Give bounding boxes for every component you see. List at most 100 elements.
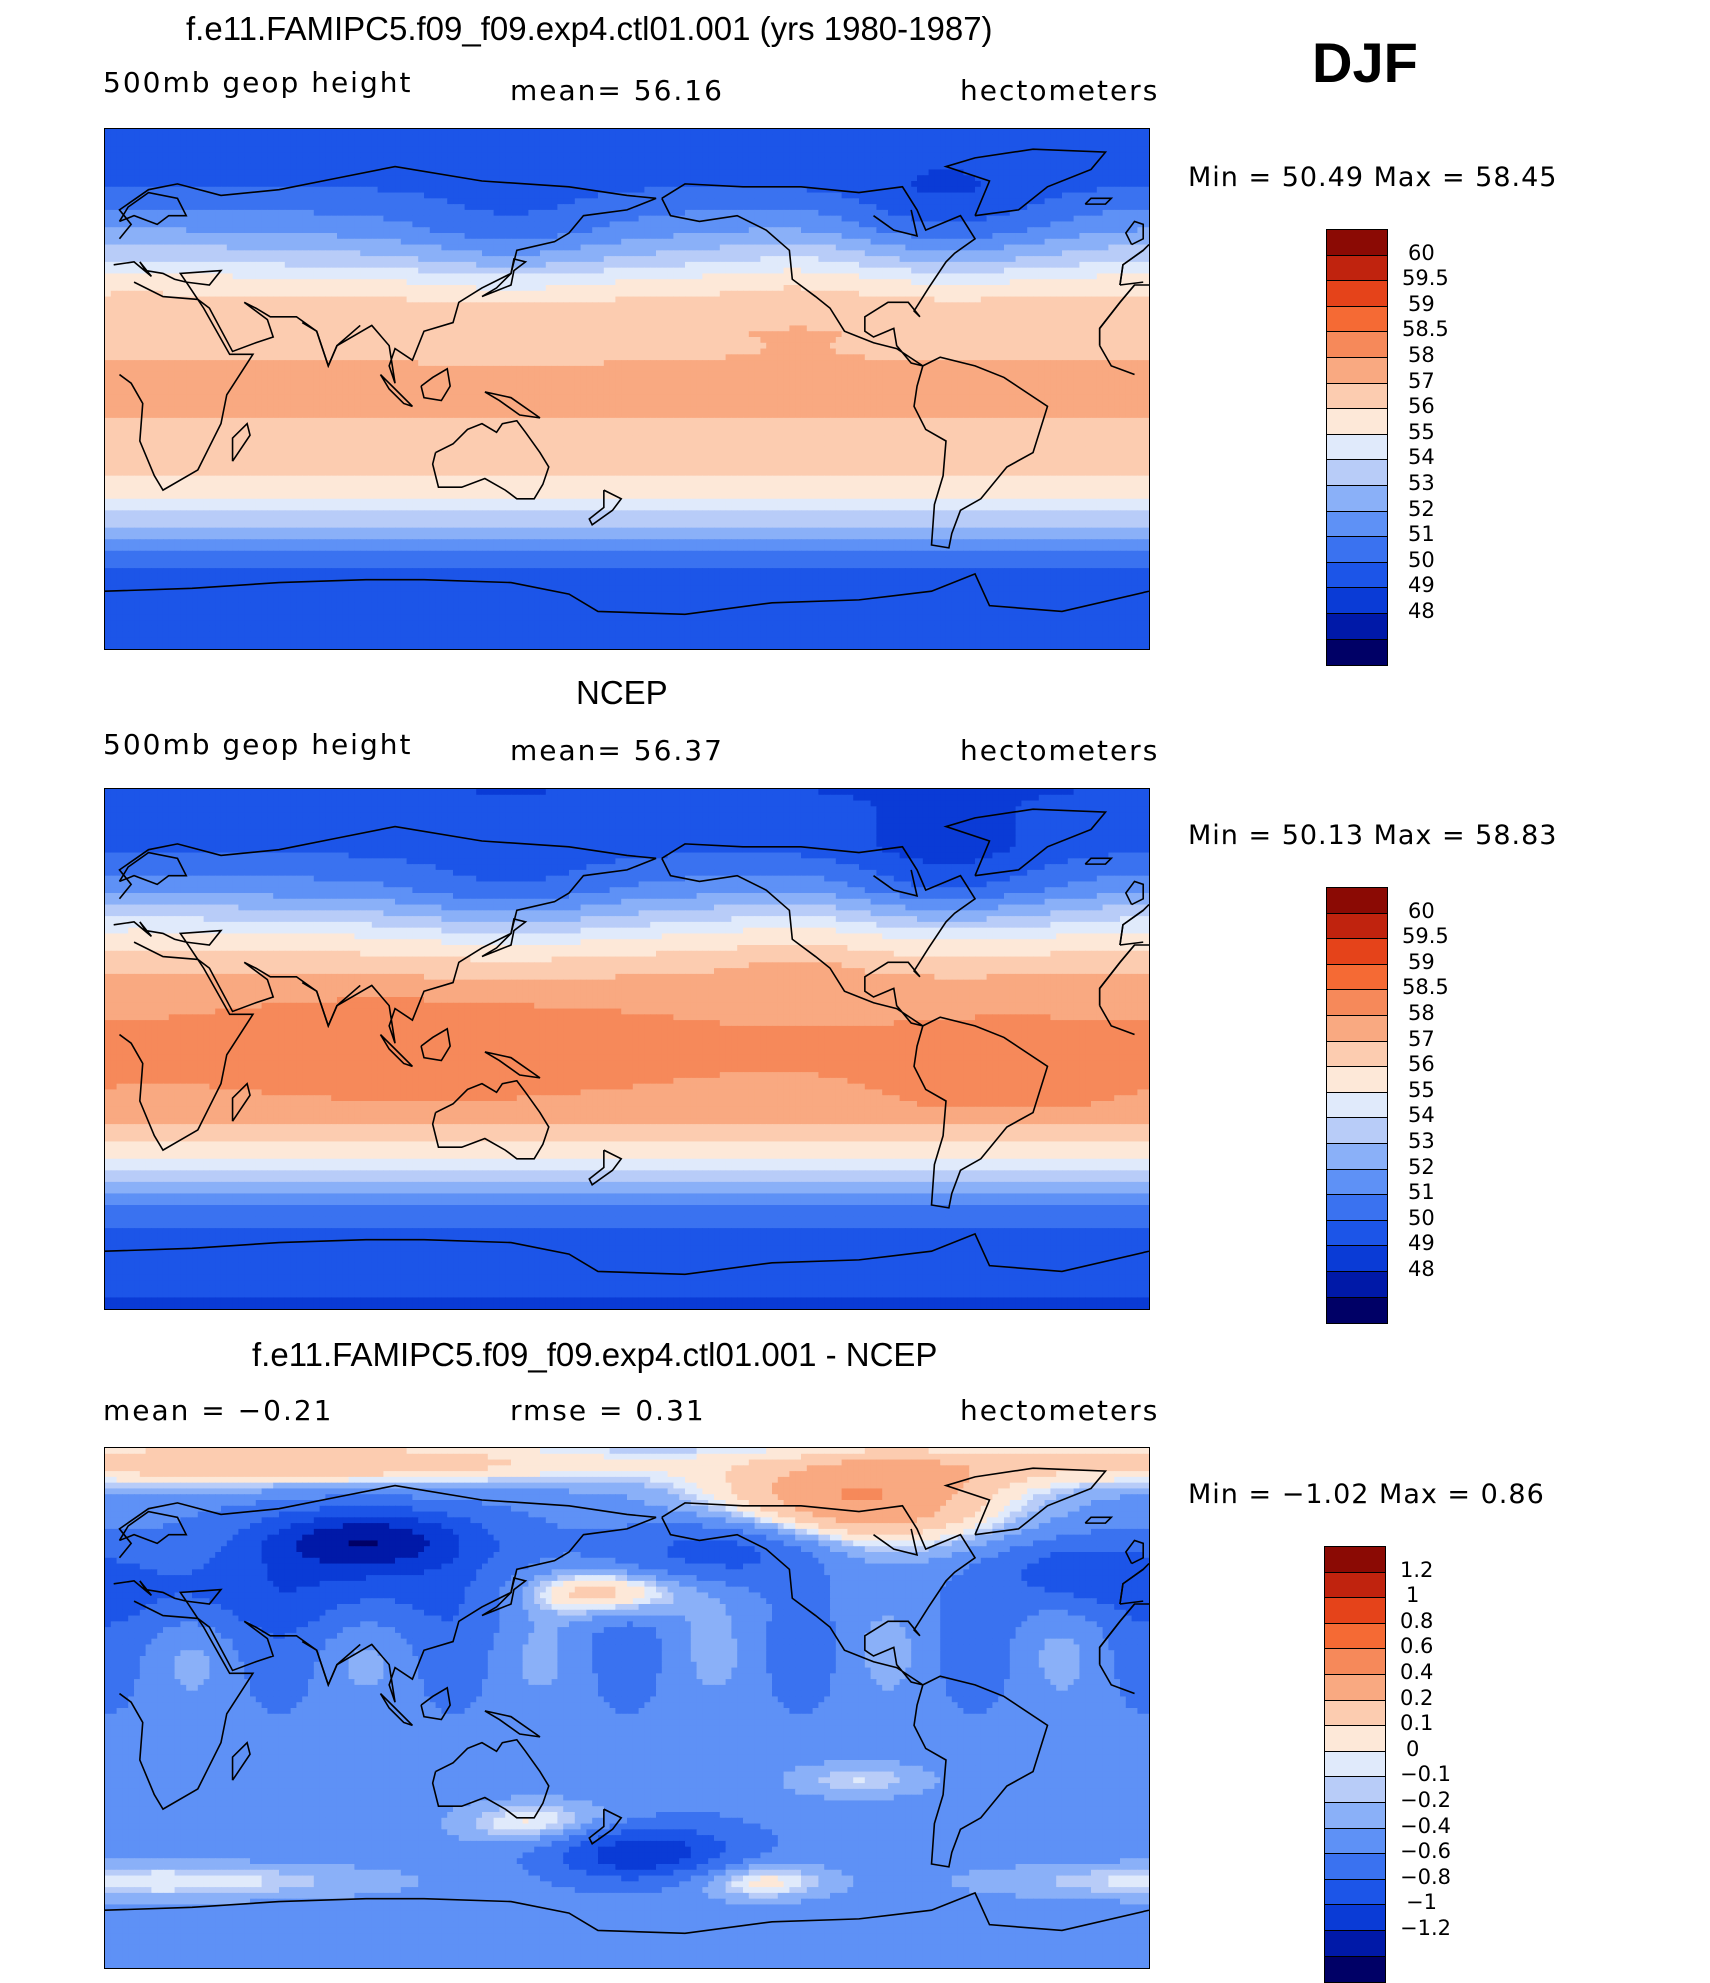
- contour-cell: [986, 250, 993, 257]
- contour-cell: [215, 192, 222, 199]
- contour-cell: [464, 181, 471, 188]
- contour-cell: [928, 233, 935, 240]
- contour-cell: [847, 175, 854, 182]
- contour-cell: [162, 140, 170, 147]
- contour-cell: [429, 221, 437, 228]
- contour-cell: [847, 129, 854, 136]
- contour-cell: [105, 152, 112, 159]
- contour-cell: [557, 204, 564, 211]
- contour-cell: [470, 267, 477, 275]
- contour-cell: [609, 140, 617, 147]
- contour-cell: [545, 157, 553, 165]
- contour-cell: [273, 238, 280, 246]
- contour-cell: [296, 163, 303, 171]
- contour-cell: [684, 134, 692, 142]
- contour-cell: [267, 209, 274, 217]
- contour-cell: [754, 175, 761, 182]
- contour-cell: [992, 233, 999, 240]
- contour-cell: [742, 233, 750, 240]
- contour-cell: [325, 152, 332, 159]
- contour-cell: [632, 215, 640, 223]
- contour-cell: [870, 169, 878, 176]
- contour-cell: [1044, 140, 1051, 147]
- contour-cell: [371, 146, 379, 153]
- contour-cell: [650, 279, 657, 286]
- contour-cell: [922, 175, 930, 182]
- contour-cell: [232, 204, 239, 211]
- contour-cell: [748, 140, 756, 147]
- contour-cell: [215, 279, 222, 286]
- contour-cell: [174, 198, 181, 205]
- contour-cell: [308, 209, 315, 217]
- contour-cell: [139, 146, 147, 153]
- contour-cell: [261, 215, 268, 223]
- contour-cell: [644, 175, 651, 182]
- contour-cell: [830, 181, 837, 188]
- contour-cell: [592, 169, 599, 176]
- contour-cell: [278, 227, 286, 234]
- contour-cell: [464, 256, 471, 263]
- contour-cell: [1131, 198, 1139, 205]
- contour-cell: [145, 261, 152, 269]
- contour-cell: [621, 134, 628, 142]
- contour-cell: [1056, 163, 1063, 171]
- contour-cell: [893, 175, 901, 182]
- contour-cell: [186, 233, 193, 240]
- contour-cell: [731, 146, 738, 153]
- contour-cell: [957, 227, 964, 234]
- contour-cell: [905, 233, 912, 240]
- contour-cell: [389, 169, 396, 176]
- contour-cell: [818, 233, 825, 240]
- contour-cell: [870, 163, 878, 171]
- contour-cell: [841, 192, 848, 199]
- contour-cell: [528, 273, 535, 280]
- contour-cell: [528, 192, 535, 199]
- contour-cell: [922, 267, 930, 275]
- contour-cell: [777, 233, 785, 240]
- contour-cell: [1131, 146, 1139, 153]
- contour-cell: [719, 169, 727, 176]
- contour-cell: [180, 181, 187, 188]
- contour-cell: [453, 186, 460, 194]
- contour-cell: [226, 273, 234, 280]
- contour-cell: [580, 273, 587, 280]
- contour-cell: [592, 140, 599, 147]
- contour-cell: [777, 261, 785, 269]
- contour-cell: [354, 152, 361, 159]
- contour-cell: [661, 285, 669, 292]
- contour-cell: [580, 261, 587, 269]
- contour-cell: [772, 181, 779, 188]
- contour-cell: [162, 221, 170, 228]
- contour-cell: [969, 134, 976, 142]
- contour-cell: [969, 146, 976, 153]
- contour-cell: [145, 279, 152, 286]
- contour-cell: [760, 146, 767, 153]
- contour-cell: [800, 152, 808, 159]
- contour-cell: [882, 209, 889, 217]
- contour-cell: [400, 221, 408, 228]
- contour-cell: [824, 134, 831, 142]
- contour-cell: [719, 273, 727, 280]
- contour-cell: [383, 134, 390, 142]
- contour-cell: [870, 261, 878, 269]
- contour-cell: [220, 250, 228, 257]
- contour-cell: [1085, 221, 1092, 228]
- contour-cell: [597, 227, 605, 234]
- contour-cell: [389, 186, 396, 194]
- contour-cell: [870, 238, 878, 246]
- contour-cell: [383, 152, 390, 159]
- contour-cell: [1044, 209, 1051, 217]
- contour-cell: [1009, 209, 1017, 217]
- contour-cell: [302, 244, 309, 251]
- contour-cell: [255, 152, 263, 159]
- contour-cell: [1091, 134, 1098, 142]
- contour-cell: [319, 279, 326, 286]
- contour-cell: [273, 233, 280, 240]
- contour-cell: [1003, 267, 1011, 275]
- contour-cell: [905, 175, 912, 182]
- contour-cell: [835, 209, 843, 217]
- contour-cell: [835, 140, 843, 147]
- contour-cell: [1137, 204, 1144, 211]
- contour-cell: [615, 227, 622, 234]
- contour-cell: [632, 261, 640, 269]
